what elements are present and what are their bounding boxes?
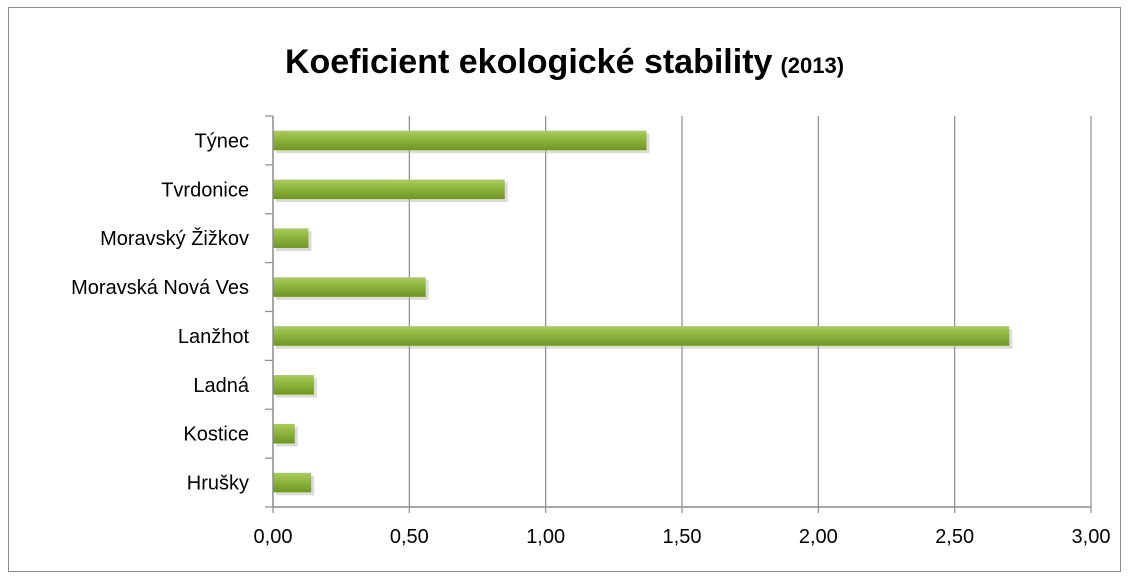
y-tick-label: Ladná xyxy=(193,375,249,397)
chart-title: Koeficient ekologické stability (2013) xyxy=(0,40,1129,88)
y-tick-label: Tvrdonice xyxy=(161,179,249,201)
y-tick-label: Moravská Nová Ves xyxy=(71,277,249,299)
x-tick-label: 1,50 xyxy=(663,526,702,548)
bar xyxy=(273,423,295,444)
x-tick-label: 3,00 xyxy=(1072,526,1111,548)
chart-frame xyxy=(8,7,1121,572)
y-tick-label: Kostice xyxy=(183,424,249,446)
bar xyxy=(273,130,647,151)
bar xyxy=(273,375,314,395)
chart-title-year: (2013) xyxy=(780,53,845,78)
x-tick-label: 0,50 xyxy=(390,526,429,548)
x-tick-label: 2,00 xyxy=(799,526,838,548)
bar xyxy=(273,228,309,248)
y-tick-label: Týnec xyxy=(195,130,249,152)
y-tick-label: Moravský Žižkov xyxy=(100,227,249,250)
bar xyxy=(273,277,426,297)
tick-labels: 0,00 0,50 1,00 1,50 2,00 2,50 3,00 Týnec Tvrdoni… xyxy=(71,130,1110,548)
x-tick-label: 0,00 xyxy=(254,526,293,548)
bars xyxy=(273,130,1013,496)
chart-title-text: Koeficient ekologické stability xyxy=(284,43,773,81)
bar xyxy=(273,326,1010,346)
x-tick-label: 1,00 xyxy=(526,526,565,548)
x-tick-label: 2,50 xyxy=(935,526,974,548)
bar xyxy=(273,179,505,200)
gridlines xyxy=(408,116,1092,507)
bar xyxy=(273,472,312,493)
y-tick-label: Lanžhot xyxy=(178,326,250,348)
y-tick-label: Hrušky xyxy=(187,473,249,495)
axes xyxy=(265,115,1092,513)
